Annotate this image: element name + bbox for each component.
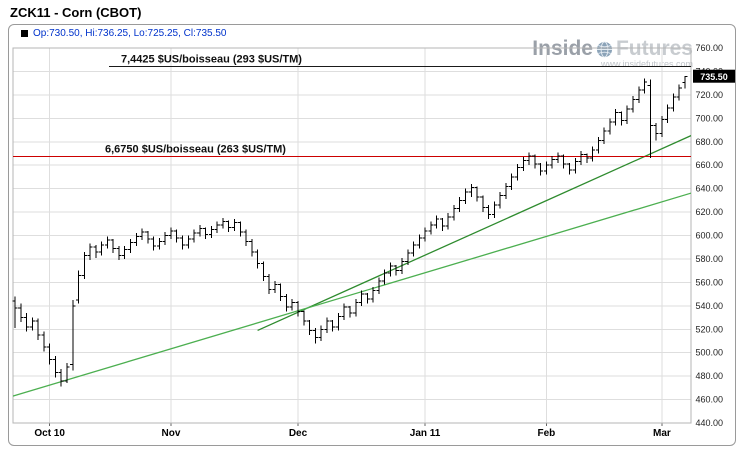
svg-text:580.00: 580.00 (696, 254, 724, 264)
chart-plot-area: 760.00740.00720.00700.00680.00660.00640.… (9, 41, 735, 450)
svg-text:7,4425 $US/boisseau (293 $US/T: 7,4425 $US/boisseau (293 $US/TM) (121, 53, 302, 65)
svg-text:520.00: 520.00 (696, 324, 724, 334)
svg-text:760.00: 760.00 (696, 43, 724, 53)
series-marker-icon (21, 29, 28, 37)
svg-text:Feb: Feb (537, 428, 555, 439)
svg-text:Dec: Dec (289, 428, 308, 439)
svg-text:700.00: 700.00 (696, 113, 724, 123)
svg-text:500.00: 500.00 (696, 348, 724, 358)
svg-text:660.00: 660.00 (696, 160, 724, 170)
page-title: ZCK11 - Corn (CBOT) (10, 5, 142, 20)
svg-text:720.00: 720.00 (696, 90, 724, 100)
watermark-url: www.insidefutures.com (600, 59, 693, 69)
annotation-lines: 7,4425 $US/boisseau (293 $US/TM) 6,6750 $… (13, 53, 691, 157)
svg-text:600.00: 600.00 (696, 231, 724, 241)
svg-text:6,6750 $US/boisseau (263 $US/T: 6,6750 $US/boisseau (263 $US/TM) (105, 143, 286, 155)
ohlc-info-bar: Op:730.50, Hi:736.25, Lo:725.25, Cl:735.… (9, 25, 226, 41)
globe-icon (596, 40, 613, 58)
x-axis-labels: Oct 10 Nov Dec Jan 11 Feb Mar (34, 428, 671, 439)
last-price-tag: 735.50 (693, 69, 735, 83)
ohlc-values: Op:730.50, Hi:736.25, Lo:725.25, Cl:735.… (33, 27, 227, 39)
svg-text:680.00: 680.00 (696, 137, 724, 147)
svg-text:540.00: 540.00 (696, 301, 724, 311)
svg-text:640.00: 640.00 (696, 184, 724, 194)
svg-text:480.00: 480.00 (696, 371, 724, 381)
svg-text:Jan 11: Jan 11 (410, 428, 441, 439)
chart-frame: Op:730.50, Hi:736.25, Lo:725.25, Cl:735.… (8, 24, 736, 446)
svg-text:440.00: 440.00 (696, 418, 724, 428)
y-axis-labels: 760.00740.00720.00700.00680.00660.00640.… (696, 43, 724, 428)
price-chart-svg: 760.00740.00720.00700.00680.00660.00640.… (12, 43, 735, 439)
svg-text:735.50: 735.50 (700, 72, 728, 82)
svg-text:560.00: 560.00 (696, 277, 724, 287)
ohlc-bars (12, 75, 688, 387)
svg-text:460.00: 460.00 (696, 395, 724, 405)
svg-text:Mar: Mar (653, 428, 671, 439)
grid-lines (12, 47, 692, 426)
svg-text:Nov: Nov (161, 428, 180, 439)
svg-text:Oct 10: Oct 10 (34, 428, 65, 439)
trend-lines (13, 134, 691, 397)
svg-text:620.00: 620.00 (696, 207, 724, 217)
